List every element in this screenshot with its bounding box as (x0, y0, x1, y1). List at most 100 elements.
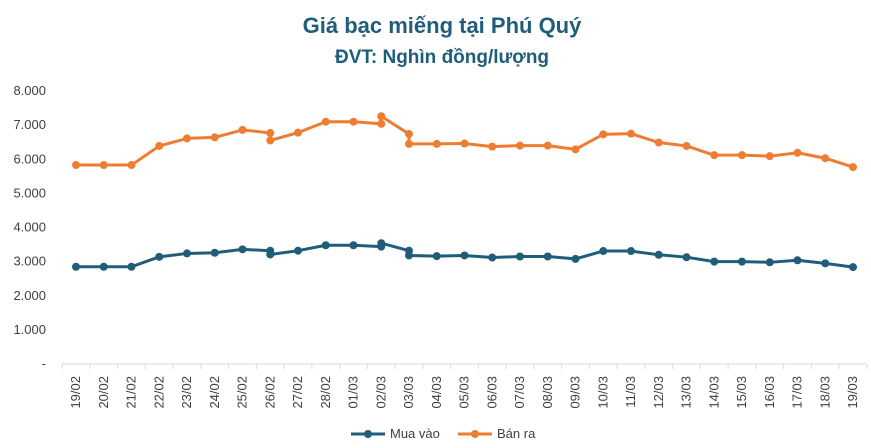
data-point-mua-vao (238, 245, 247, 254)
data-point-mua-vao (682, 253, 691, 262)
y-axis: - 1.000 2.000 3.000 4.000 5.000 6.000 7.000 8.00… (13, 83, 46, 371)
data-point-mua-vao (210, 248, 219, 257)
y-tick-label: 7.000 (13, 117, 46, 132)
data-point-ban-ra (266, 136, 275, 145)
x-tick-label: 08/03 (540, 376, 555, 409)
data-point-ban-ra (738, 151, 746, 160)
data-point-mua-vao (849, 263, 857, 272)
data-point-ban-ra (155, 141, 164, 150)
y-tick-label: 6.000 (13, 151, 46, 166)
data-point-mua-vao (738, 257, 746, 266)
data-point-mua-vao (710, 257, 719, 266)
legend-marker-mua-vao (364, 430, 372, 438)
data-point-ban-ra (377, 112, 386, 121)
data-point-ban-ra (599, 130, 608, 139)
data-point-mua-vao (432, 252, 441, 261)
data-point-ban-ra (654, 138, 663, 147)
data-point-ban-ra (432, 139, 441, 148)
x-tick-label: 06/03 (484, 376, 499, 409)
data-point-ban-ra (460, 139, 469, 148)
x-tick-label: 21/02 (124, 376, 139, 409)
series-line-mua-vao (74, 241, 855, 269)
data-point-ban-ra (849, 163, 857, 172)
x-tick-label: 10/03 (595, 376, 610, 409)
x-tick-label: 01/03 (346, 376, 361, 409)
x-tick-label: 26/02 (262, 376, 277, 409)
data-point-mua-vao (571, 254, 580, 263)
x-tick-label: 05/03 (457, 376, 472, 409)
data-point-mua-vao (294, 246, 302, 255)
data-point-mua-vao (349, 241, 358, 250)
legend-label-ban-ra: Bán ra (497, 426, 536, 441)
data-point-ban-ra (627, 129, 635, 138)
data-point-ban-ra (321, 117, 330, 126)
y-tick-label: 5.000 (13, 185, 46, 200)
data-point-mua-vao (377, 239, 386, 248)
x-tick-label: 11/03 (623, 376, 638, 408)
data-point-mua-vao (765, 258, 774, 267)
data-point-mua-vao (821, 259, 830, 268)
series-layer (72, 112, 857, 272)
x-tick-label: 17/03 (790, 376, 805, 409)
data-point-ban-ra (543, 141, 552, 150)
data-point-ban-ra (266, 128, 275, 137)
data-point-mua-vao (599, 247, 608, 256)
data-point-mua-vao (72, 262, 80, 271)
data-point-ban-ra (405, 139, 413, 148)
x-tick-label: 04/03 (429, 376, 444, 409)
y-tick-label: 1.000 (13, 322, 46, 337)
y-tick-label: 2.000 (13, 288, 46, 303)
data-point-ban-ra (183, 134, 191, 143)
x-tick-label: 19/03 (845, 376, 860, 409)
data-point-mua-vao (127, 262, 136, 271)
x-tick-label: 02/03 (373, 376, 388, 409)
x-tick-label: 03/03 (401, 376, 416, 409)
data-point-mua-vao (627, 247, 635, 256)
data-point-mua-vao (654, 250, 663, 259)
data-point-ban-ra (294, 128, 302, 137)
data-point-mua-vao (183, 249, 191, 258)
chart-subtitle: ĐVT: Nghìn đồng/lượng (335, 47, 549, 68)
x-tick-label: 27/02 (290, 376, 305, 409)
data-point-mua-vao (543, 252, 552, 261)
y-tick-label: - (42, 356, 46, 371)
y-tick-label: 3.000 (13, 254, 46, 269)
data-point-mua-vao (488, 253, 497, 262)
chart-title: Giá bạc miếng tại Phú Quý (303, 13, 582, 38)
series-line-ban-ra (74, 114, 855, 169)
data-point-ban-ra (72, 161, 80, 170)
data-point-ban-ra (821, 154, 830, 163)
x-tick-label: 07/03 (512, 376, 527, 409)
data-point-ban-ra (710, 151, 719, 160)
x-tick-label: 16/03 (762, 376, 777, 409)
data-point-ban-ra (793, 148, 802, 157)
x-tick-label: 09/03 (568, 376, 583, 409)
x-tick-label: 24/02 (207, 376, 222, 409)
x-tick-label: 13/03 (679, 376, 694, 409)
x-tick-label: 25/02 (235, 376, 250, 409)
x-tick-label: 18/03 (817, 376, 832, 409)
data-point-ban-ra (516, 141, 524, 150)
data-point-ban-ra (349, 117, 358, 126)
x-tick-label: 23/02 (179, 376, 194, 409)
x-tick-label: 20/02 (96, 376, 111, 409)
data-point-ban-ra (377, 119, 386, 128)
legend-marker-ban-ra (471, 430, 479, 438)
x-tick-label: 28/02 (318, 376, 333, 409)
data-point-mua-vao (155, 252, 164, 261)
data-point-mua-vao (516, 252, 524, 261)
legend: Mua vào Bán ra (351, 426, 536, 441)
data-point-ban-ra (238, 125, 247, 134)
data-point-mua-vao (460, 251, 469, 260)
x-tick-label: 19/02 (68, 376, 83, 409)
y-tick-label: 4.000 (13, 220, 46, 235)
data-point-ban-ra (210, 133, 219, 142)
data-point-ban-ra (682, 141, 691, 150)
x-tick-label: 22/02 (151, 376, 166, 409)
data-point-ban-ra (571, 145, 580, 154)
data-point-ban-ra (99, 161, 108, 170)
data-point-mua-vao (793, 256, 802, 265)
data-point-mua-vao (99, 262, 108, 271)
